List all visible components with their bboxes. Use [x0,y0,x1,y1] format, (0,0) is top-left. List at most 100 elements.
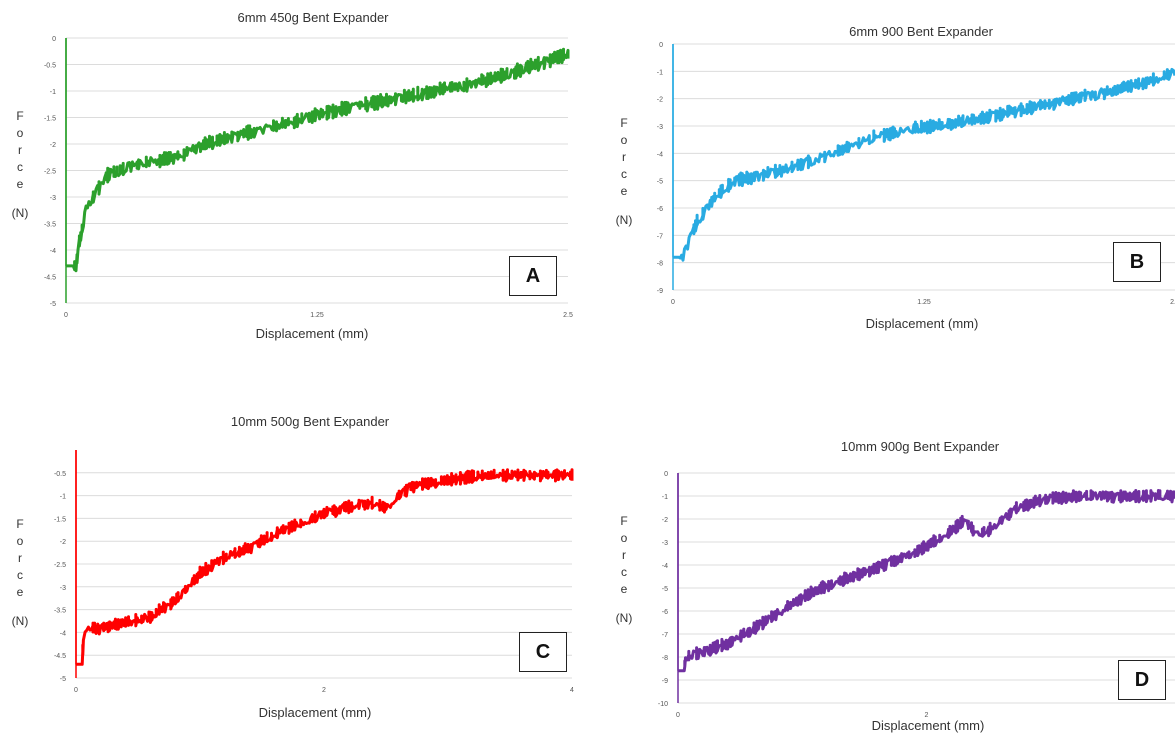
x-tick-label: 4 [570,687,574,694]
panel-letter-label: C [519,632,567,672]
x-tick-label: 2 [322,687,326,694]
y-tick-label: -6 [657,206,663,213]
y-tick-label: -4 [657,151,663,158]
y-axis-label-letter: F [620,514,628,528]
chart-panel-c: -0.5 -1 -1.5 -2 -2.5 -3 -3.5 -4 -4.5 -5 0 2 4 [54,450,574,694]
y-tick-label: -7 [657,233,663,240]
y-tick-label: -10 [658,701,668,708]
chart-panel-a: 0 -0.5 -1 -1.5 -2 -2.5 -3 -3.5 -4 -4.5 -5 0 1.25 2.5 [44,36,573,319]
chart-title: 10mm 500g Bent Expander [230,414,390,429]
y-axis-label-letter: F [620,116,628,130]
y-axis-label-letter: e [16,585,24,599]
y-tick-label: -1 [662,494,668,501]
y-tick-label: -9 [657,288,663,295]
y-axis-label-letter: e [16,177,24,191]
y-tick-label: -8 [657,261,663,268]
y-axis-label-letter: c [621,565,627,579]
chart-title: 10mm 900g Bent Expander [840,439,1000,454]
y-axis-unit: (N) [11,206,29,220]
y-axis-label-letter: r [18,143,22,157]
x-tick-label: 2.5 [563,312,573,319]
chart-title: 6mm 450g Bent Expander [237,10,389,25]
y-tick-label: -4.5 [44,275,56,282]
y-axis-label-letter: c [17,568,23,582]
y-tick-label: -5 [60,676,66,683]
y-axis-label-letter: c [17,160,23,174]
y-tick-label: -5 [50,301,56,308]
x-tick-label: 2 [925,712,929,719]
y-tick-label: -8 [662,655,668,662]
y-tick-label: -2.5 [44,169,56,176]
y-tick-label: -3 [60,585,66,592]
x-axis-label: Displacement (mm) [258,705,372,720]
y-tick-label: -9 [662,678,668,685]
y-tick-label: -1 [60,494,66,501]
y-tick-label: -5 [662,586,668,593]
x-axis-label: Displacement (mm) [865,316,979,331]
x-axis-label: Displacement (mm) [871,718,985,733]
y-tick-label: -0.5 [44,63,56,70]
y-tick-label: 0 [659,42,663,49]
y-axis-label-letter: c [621,167,627,181]
series-line [76,468,574,666]
y-tick-label: -6 [662,609,668,616]
y-tick-label: -2.5 [54,562,66,569]
series-line [678,489,1175,673]
y-axis-label-letter: r [622,548,626,562]
y-tick-label: -3.5 [44,222,56,229]
chart-panel-b: 0 -1 -2 -3 -4 -5 -6 -7 -8 -9 0 1.25 2.5 [657,42,1175,306]
y-axis-label-letter: F [16,109,24,123]
y-tick-label: -7 [662,632,668,639]
x-tick-label: 0 [74,687,78,694]
y-tick-label: -2 [50,142,56,149]
y-tick-label: -1.5 [54,516,66,523]
x-tick-label: 1.25 [917,299,931,306]
y-tick-label: 0 [664,471,668,478]
x-tick-label: 0 [671,299,675,306]
y-tick-label: -1 [50,89,56,96]
y-axis-label-letter: F [16,517,24,531]
y-tick-label: -3 [657,124,663,131]
y-axis-label-letter: o [620,531,628,545]
y-tick-label: -3 [662,540,668,547]
series-line [672,67,1175,262]
y-axis-label-letter: r [622,150,626,164]
y-tick-label: 0 [52,36,56,43]
y-tick-label: -4.5 [54,653,66,660]
y-tick-label: -3.5 [54,608,66,615]
y-axis-label-letter: e [620,582,628,596]
y-axis-label-letter: o [16,534,24,548]
y-tick-label: -1.5 [44,116,56,123]
y-tick-label: -2 [657,97,663,104]
chart-panel-d: 0 -1 -2 -3 -4 -5 -6 -7 -8 -9 -10 0 2 [658,471,1175,719]
y-tick-label: -2 [662,517,668,524]
y-tick-label: -1 [657,69,663,76]
y-axis-unit: (N) [11,614,29,628]
y-axis-label-letter: o [16,126,24,140]
y-tick-label: -2 [60,539,66,546]
y-tick-label: -4 [50,248,56,255]
x-axis-label: Displacement (mm) [255,326,369,341]
y-axis-label-letter: o [620,133,628,147]
y-axis-unit: (N) [615,213,633,227]
x-tick-label: 0 [676,712,680,719]
y-axis-label-letter: e [620,184,628,198]
series-line [65,47,570,273]
x-tick-label: 2.5 [1170,299,1175,306]
y-tick-label: -3 [50,195,56,202]
y-axis-unit: (N) [615,611,633,625]
y-tick-label: -4 [60,630,66,637]
panel-letter-label: D [1118,660,1166,700]
chart-title: 6mm 900 Bent Expander [849,24,993,39]
y-axis-label-letter: r [18,551,22,565]
panel-letter-label: A [509,256,557,296]
y-tick-label: -4 [662,563,668,570]
x-tick-label: 0 [64,312,68,319]
y-tick-label: -0.5 [54,471,66,478]
panel-letter-label: B [1113,242,1161,282]
